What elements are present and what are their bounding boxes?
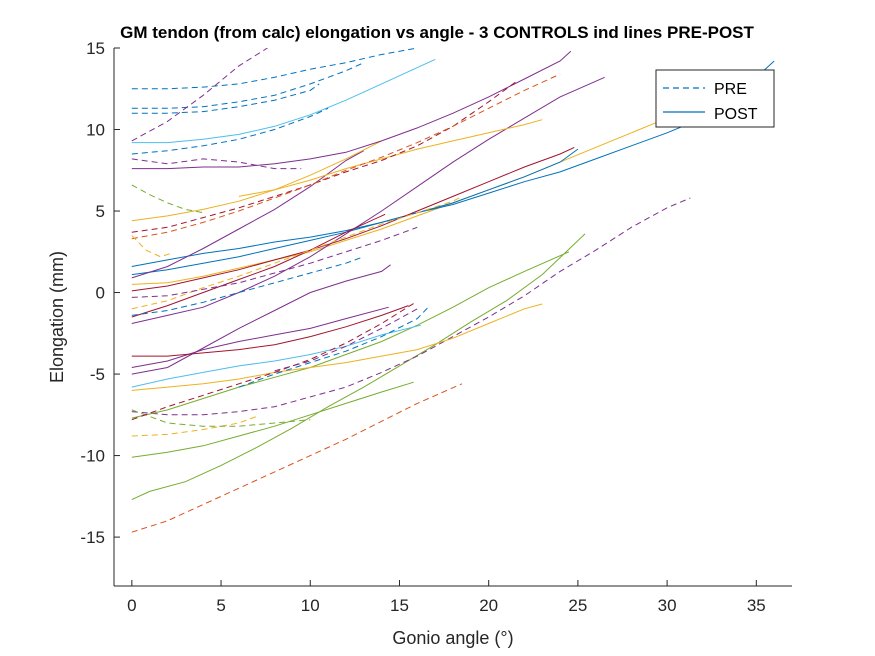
pre-series-line-5	[131, 409, 311, 427]
pre-series-line-0	[131, 383, 463, 533]
chart-title: GM tendon (from calc) elongation vs angl…	[120, 23, 754, 42]
pre-series-line-31	[131, 184, 204, 214]
y-tick-label: -15	[80, 528, 105, 547]
x-tick-label: 20	[479, 596, 498, 615]
x-ticks: 0 5 10 15 20 25 30 35	[127, 580, 766, 615]
post-series-line-23	[238, 119, 543, 197]
pre-series-line-10	[238, 305, 431, 388]
plot-area-frame	[114, 48, 792, 586]
pre-series-line-32	[131, 81, 516, 233]
pre-series-line-26	[131, 83, 320, 114]
post-series-line-2	[131, 381, 414, 458]
post-series-line-14	[131, 117, 668, 285]
pre-series-line-36	[131, 226, 418, 298]
x-tick-label: 25	[568, 596, 587, 615]
y-tick-label: 15	[86, 39, 105, 58]
pre-series-line-34	[131, 235, 172, 258]
y-tick-label: 5	[96, 202, 105, 221]
x-tick-label: 15	[390, 596, 409, 615]
post-series-line-16	[131, 148, 579, 276]
legend: PRE POST	[655, 69, 775, 128]
post-series-line-21	[131, 140, 382, 222]
pre-series-line-3	[131, 415, 257, 437]
y-axis-label: Elongation (mm)	[47, 251, 67, 383]
x-tick-label: 35	[747, 596, 766, 615]
post-series-line-18	[131, 150, 365, 279]
x-tick-label: 10	[301, 596, 320, 615]
pre-series-line-38	[274, 308, 418, 372]
post-series-line-12	[131, 305, 409, 357]
pre-series-line-4	[131, 197, 691, 416]
pre-series-line-27	[131, 48, 268, 142]
y-tick-label: -5	[90, 365, 105, 384]
pre-series-line-29	[131, 107, 329, 155]
pre-series-line-24	[131, 48, 418, 90]
y-tick-label: -10	[80, 447, 105, 466]
post-series-line-20	[131, 213, 386, 318]
post-series-line-19	[131, 76, 605, 324]
pre-series-line-9	[131, 301, 416, 421]
legend-box	[655, 69, 775, 128]
legend-post-label: POST	[714, 106, 758, 123]
post-series-line-11	[131, 306, 389, 368]
x-tick-label: 5	[216, 596, 225, 615]
pre-series-line-33	[131, 73, 561, 240]
y-tick-label: 10	[86, 121, 105, 140]
y-tick-label: 0	[96, 284, 105, 303]
post-series-line-22	[131, 50, 572, 170]
pre-series-line-30	[131, 158, 302, 170]
x-tick-label: 0	[127, 596, 136, 615]
post-series-line-13	[131, 264, 391, 375]
post-series-line-7	[131, 303, 543, 391]
pre-series-line-25	[131, 62, 365, 109]
pre-series-line-37	[131, 256, 364, 316]
pre-series-line-35	[131, 195, 463, 310]
post-series-line-1	[131, 233, 586, 501]
x-axis-label: Gonio angle (°)	[392, 628, 513, 648]
post-series-line-17	[131, 146, 575, 292]
post-series-line-6	[131, 251, 570, 419]
legend-pre-label: PRE	[714, 81, 747, 98]
x-tick-label: 30	[658, 596, 677, 615]
y-ticks: -15 -10 -5 0 5 10 15	[80, 39, 120, 547]
axes	[113, 48, 792, 587]
post-series-line-28	[131, 58, 436, 144]
post-series-line-15	[131, 60, 775, 267]
post-series-line-8	[131, 324, 422, 388]
series-group	[131, 48, 775, 533]
